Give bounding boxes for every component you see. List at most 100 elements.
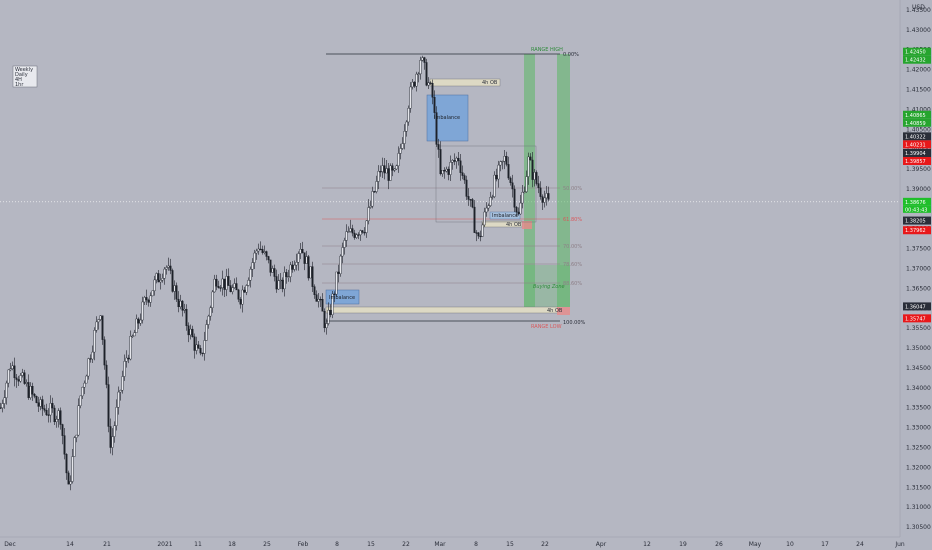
candle-body: [133, 332, 136, 337]
candle-body: [371, 191, 374, 207]
candle-body: [41, 399, 44, 409]
candle-body: [145, 297, 148, 301]
imbalance-box-mid[interactable]: [489, 211, 521, 220]
candle-body: [187, 325, 190, 336]
candle-body: [315, 294, 318, 302]
imbalance-bottom-label: Imbalance: [329, 295, 355, 301]
candle-body: [457, 157, 460, 162]
candle-body: [105, 364, 108, 385]
candle-body: [525, 176, 528, 193]
drawings-layer[interactable]: [0, 53, 900, 322]
candle-body: [59, 410, 62, 425]
candles-layer: [0, 55, 550, 491]
price-tag: [903, 110, 931, 119]
candle-body: [249, 268, 252, 281]
candle-body: [501, 160, 504, 163]
green-zone-left[interactable]: [524, 54, 535, 307]
order-block-top[interactable]: [429, 78, 501, 87]
time-axis[interactable]: Dec 14 21 2021 11 18 25 Feb 8 15 22 Mar 8 15 22 Apr 12 19…: [4, 541, 905, 548]
candle-body: [423, 57, 426, 63]
candle-body: [291, 264, 294, 270]
candle-body: [401, 143, 404, 149]
x-tick-label: 25: [263, 541, 271, 548]
candle-body: [437, 144, 440, 150]
candle-body: [359, 230, 362, 236]
x-tick-label: May: [749, 541, 762, 548]
candle-body: [289, 264, 292, 277]
candle-body: [205, 324, 208, 341]
candle-body: [309, 266, 312, 279]
legend-item-weekly: Weekly: [15, 67, 33, 73]
candle-body: [45, 409, 48, 416]
candle-body: [435, 112, 438, 145]
candle-body: [495, 174, 498, 180]
candle-body: [295, 262, 298, 266]
price-tag-label: 1.39857: [905, 159, 926, 165]
candle-body: [515, 207, 518, 213]
candle-body: [407, 108, 410, 123]
candle-body: [221, 278, 224, 289]
order-block-bottom[interactable]: [325, 306, 559, 314]
candle-body: [227, 276, 230, 286]
candle-body: [485, 207, 488, 213]
price-tag-label: 1.42432: [905, 58, 926, 64]
labels-layer: 50.00% 61.80% 70.00% 78.60% 88.60% RANGE HIGH…: [329, 47, 586, 330]
candle-body: [65, 454, 68, 474]
candle-body: [119, 390, 122, 393]
candle-body: [171, 270, 174, 292]
candle-body: [113, 425, 116, 437]
price-tag-label: 1.35747: [905, 316, 926, 322]
buying-zone-box[interactable]: [524, 265, 570, 307]
countdown-label: 00:43:43: [905, 207, 927, 213]
stop-box-mid[interactable]: [522, 221, 532, 229]
y-tick-label: 1.32000: [906, 464, 931, 471]
candle-body: [369, 205, 372, 208]
candle-body: [511, 182, 514, 190]
candle-body: [271, 268, 274, 273]
candle-body: [23, 372, 26, 384]
candle-body: [245, 285, 248, 293]
candle-body: [427, 82, 430, 86]
consolidation-box[interactable]: [435, 145, 537, 223]
candle-body: [1, 403, 4, 409]
candle-body: [277, 280, 280, 290]
y-tick-label: 1.32500: [906, 445, 931, 452]
price-tag-label: 1.38205: [905, 219, 926, 225]
candle-body: [367, 207, 370, 222]
candle-body: [547, 193, 550, 200]
x-tick-label: 8: [474, 541, 478, 548]
y-tick-label: 1.31500: [906, 484, 931, 491]
x-tick-label: Jun: [894, 541, 905, 548]
candle-body: [343, 240, 346, 248]
candle-body: [537, 183, 540, 189]
green-zone-right[interactable]: [557, 54, 570, 307]
candle-body: [311, 266, 314, 287]
candle-body: [325, 323, 328, 329]
candle-body: [441, 170, 444, 175]
y-tick-label: 1.39500: [906, 166, 931, 173]
candle-body: [355, 234, 358, 238]
candle-body: [261, 249, 264, 253]
candle-body: [107, 384, 110, 427]
candle-body: [85, 375, 88, 384]
candle-body: [141, 301, 144, 321]
y-tick-label: 1.37500: [906, 246, 931, 253]
candle-body: [229, 285, 232, 292]
candle-body: [417, 73, 420, 75]
candle-body: [479, 235, 482, 238]
candle-body: [519, 202, 522, 215]
x-tick-label: 12: [643, 541, 651, 548]
price-tag-label: 1.36047: [905, 304, 926, 310]
stop-box-bottom[interactable]: [557, 307, 570, 315]
price-tag: [903, 47, 931, 56]
x-tick-label: Feb: [298, 541, 309, 548]
candle-body: [257, 248, 260, 252]
timeframe-legend: Weekly Daily 4H 1hr: [12, 65, 38, 88]
candle-body: [283, 272, 286, 290]
price-tag: [903, 140, 931, 149]
y-tick-label: 1.30500: [906, 524, 931, 531]
candle-body: [91, 351, 94, 360]
candle-body: [39, 399, 42, 407]
